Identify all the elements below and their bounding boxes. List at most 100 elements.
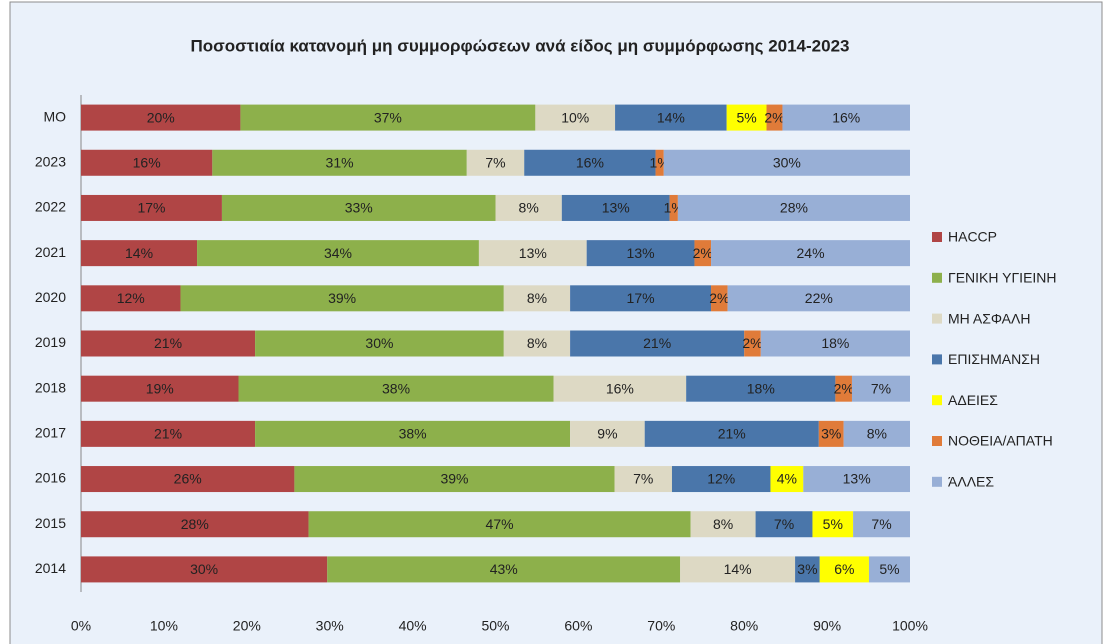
- data-label: 31%: [326, 154, 354, 170]
- data-label: 17%: [627, 290, 655, 306]
- x-tick-label: 100%: [892, 618, 928, 634]
- data-label: 4%: [777, 471, 797, 487]
- data-label: 8%: [867, 426, 887, 442]
- bar-segment: [553, 375, 687, 402]
- data-label: 5%: [879, 561, 899, 577]
- bar-segment: [819, 556, 869, 583]
- bar-segment: [255, 420, 571, 447]
- x-tick-label: 80%: [730, 618, 758, 634]
- y-tick-label: 2016: [35, 470, 66, 486]
- data-label: 43%: [490, 561, 518, 577]
- bar-segment: [81, 149, 213, 176]
- bar-segment: [727, 285, 910, 312]
- data-label: 13%: [602, 200, 630, 216]
- data-label: 30%: [773, 154, 801, 170]
- data-label: 19%: [146, 380, 174, 396]
- data-label: 21%: [154, 426, 182, 442]
- y-tick-label: 2023: [35, 153, 66, 169]
- legend-swatch: [932, 395, 942, 406]
- bar-segment: [766, 104, 783, 131]
- data-label: 28%: [780, 200, 808, 216]
- bar-segment: [711, 240, 910, 267]
- data-label: 13%: [519, 245, 547, 261]
- bar-segment: [818, 420, 844, 447]
- data-label: 37%: [374, 109, 402, 125]
- data-label: 18%: [747, 380, 775, 396]
- data-label: 5%: [736, 109, 756, 125]
- data-label: 33%: [345, 200, 373, 216]
- data-label: 13%: [843, 471, 871, 487]
- data-label: 2%: [693, 245, 713, 261]
- y-tick-label: ΜΟ: [43, 108, 66, 124]
- data-label: 3%: [797, 561, 817, 577]
- bar-segment: [868, 556, 910, 583]
- data-label: 26%: [174, 471, 202, 487]
- bar-segment: [327, 556, 681, 583]
- bar-segment: [81, 240, 198, 267]
- bar-segment: [81, 104, 241, 131]
- bar-segment: [614, 466, 672, 493]
- data-label: 16%: [606, 380, 634, 396]
- data-label: 16%: [576, 154, 604, 170]
- data-label: 13%: [627, 245, 655, 261]
- bar-segment: [760, 330, 910, 357]
- bar-segment: [726, 104, 767, 131]
- chart-title: Ποσοστιαία κατανομή μη συμμορφώσεων ανά …: [191, 36, 850, 55]
- data-label: 38%: [399, 426, 427, 442]
- y-tick-label: 2020: [35, 289, 66, 305]
- bar-segment: [524, 149, 656, 176]
- legend-label: ΑΔΕΙΕΣ: [948, 392, 998, 408]
- bar-segment: [503, 285, 571, 312]
- y-tick-label: 2019: [35, 334, 66, 350]
- data-label: 22%: [805, 290, 833, 306]
- data-label: 34%: [324, 245, 352, 261]
- data-label: 6%: [834, 561, 854, 577]
- x-tick-label: 70%: [647, 618, 675, 634]
- data-label: 7%: [633, 471, 653, 487]
- data-label: 3%: [821, 426, 841, 442]
- bar-segment: [570, 330, 745, 357]
- bar-segment: [686, 375, 836, 402]
- bar-segment: [81, 466, 295, 493]
- bar-segment: [240, 104, 536, 131]
- legend-label: HACCP: [948, 229, 997, 245]
- data-label: 14%: [724, 561, 752, 577]
- data-label: 8%: [713, 516, 733, 532]
- data-label: 12%: [707, 471, 735, 487]
- data-label: 7%: [485, 154, 505, 170]
- bar-segment: [81, 330, 256, 357]
- bar-segment: [677, 194, 910, 221]
- data-label: 2%: [709, 290, 729, 306]
- y-tick-label: 2015: [35, 515, 66, 531]
- data-label: 7%: [871, 516, 891, 532]
- bar-segment: [81, 285, 181, 312]
- data-label: 39%: [328, 290, 356, 306]
- bar-segment: [81, 511, 309, 538]
- data-label: 20%: [147, 109, 175, 125]
- data-label: 14%: [657, 109, 685, 125]
- data-label: 7%: [871, 380, 891, 396]
- bar-segment: [570, 285, 712, 312]
- bar-segment: [853, 511, 910, 538]
- data-label: 21%: [643, 335, 671, 351]
- data-label: 8%: [519, 200, 539, 216]
- data-label: 16%: [133, 154, 161, 170]
- bar-segment: [495, 194, 562, 221]
- data-label: 7%: [774, 516, 794, 532]
- bar-segment: [586, 240, 695, 267]
- bar-segment: [570, 420, 645, 447]
- bar-segment: [212, 149, 467, 176]
- bar-segment: [81, 420, 256, 447]
- bar-segment: [669, 194, 678, 221]
- data-label: 10%: [561, 109, 589, 125]
- y-tick-label: 2018: [35, 379, 66, 395]
- data-label: 5%: [823, 516, 843, 532]
- bar-segment: [180, 285, 504, 312]
- bar-segment: [81, 375, 239, 402]
- y-tick-label: 2014: [35, 560, 66, 576]
- data-label: 28%: [181, 516, 209, 532]
- bar-segment: [478, 240, 587, 267]
- data-label: 2%: [742, 335, 762, 351]
